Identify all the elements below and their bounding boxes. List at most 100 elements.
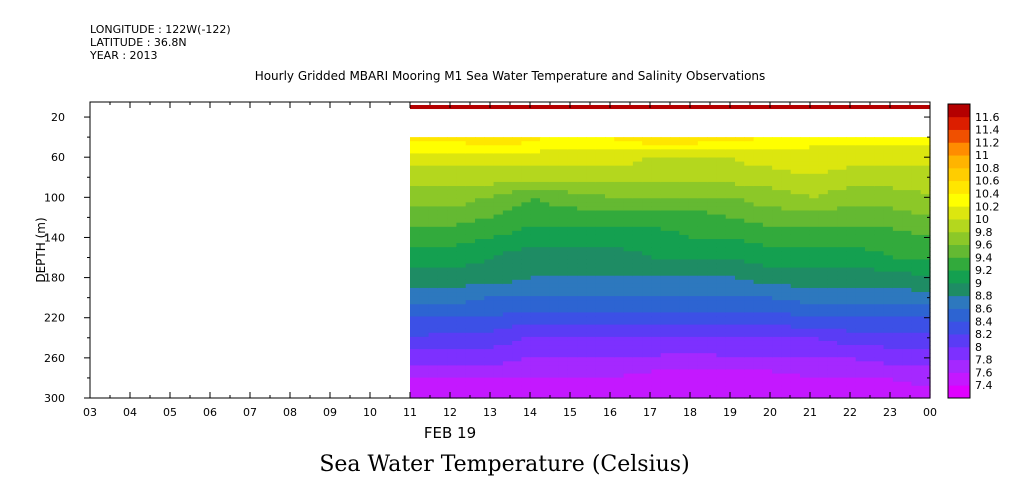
temperature-cell — [911, 161, 922, 167]
temperature-cell — [818, 267, 829, 273]
temperature-cell — [874, 304, 885, 309]
temperature-cell — [651, 157, 662, 163]
temperature-cell — [521, 349, 532, 354]
temperature-cell — [744, 365, 755, 371]
temperature-cell — [892, 373, 903, 379]
colorbar-label: 8.6 — [975, 303, 993, 316]
temperature-cell — [521, 161, 532, 167]
temperature-cell — [595, 324, 606, 330]
temperature-cell — [837, 218, 848, 224]
temperature-cell — [707, 169, 718, 175]
temperature-cell — [809, 345, 820, 350]
temperature-cell — [744, 145, 755, 150]
temperature-cell — [502, 206, 513, 212]
temperature-cell — [744, 345, 755, 350]
temperature-cell — [902, 381, 913, 387]
temperature-cell — [419, 271, 430, 277]
temperature-cell — [475, 210, 485, 216]
temperature-cell — [827, 328, 838, 334]
temperature-cell — [781, 181, 792, 187]
temperature-cell — [800, 287, 810, 293]
temperature-cell — [410, 279, 420, 285]
temperature-cell — [465, 336, 476, 342]
temperature-cell — [595, 296, 606, 301]
temperature-cell — [605, 137, 615, 142]
temperature-cell — [410, 243, 420, 248]
temperature-cell — [670, 296, 680, 301]
temperature-cell — [679, 296, 690, 301]
temperature-cell — [809, 186, 820, 191]
temperature-cell — [762, 377, 773, 383]
temperature-cell — [744, 349, 755, 354]
temperature-cell — [809, 149, 820, 155]
temperature-cell — [772, 393, 783, 399]
temperature-cell — [558, 157, 569, 163]
temperature-cell — [512, 300, 523, 305]
temperature-cell — [623, 324, 634, 330]
temperature-cell — [707, 361, 718, 366]
temperature-cell — [753, 190, 764, 195]
temperature-cell — [670, 275, 680, 281]
temperature-cell — [920, 239, 931, 244]
temperature-cell — [688, 206, 699, 212]
temperature-cell — [595, 239, 606, 244]
temperature-cell — [679, 194, 690, 199]
temperature-cell — [410, 210, 420, 216]
temperature-cell — [419, 365, 430, 371]
temperature-cell — [577, 369, 588, 375]
temperature-cell — [651, 137, 662, 142]
temperature-cell — [865, 369, 875, 375]
temperature-cell — [911, 328, 922, 334]
temperature-cell — [883, 275, 894, 281]
temperature-cell — [410, 263, 420, 269]
temperature-cell — [725, 145, 736, 150]
temperature-cell — [809, 389, 820, 395]
temperature-cell — [512, 137, 523, 142]
temperature-cell — [614, 234, 625, 240]
temperature-cell — [493, 381, 504, 387]
temperature-cell — [762, 357, 773, 362]
temperature-cell — [623, 300, 634, 305]
temperature-cell — [437, 259, 448, 265]
temperature-cell — [632, 194, 643, 199]
temperature-cell — [735, 198, 745, 203]
temperature-cell — [837, 287, 848, 293]
temperature-cell — [447, 267, 458, 273]
temperature-cell — [410, 169, 420, 175]
temperature-cell — [493, 145, 504, 150]
temperature-cell — [623, 357, 634, 362]
temperature-cell — [428, 194, 439, 199]
temperature-cell — [493, 296, 504, 301]
temperature-cell — [521, 194, 532, 199]
temperature-cell — [595, 169, 606, 175]
temperature-cell — [614, 385, 625, 391]
temperature-cell — [632, 202, 643, 208]
temperature-cell — [484, 275, 495, 281]
temperature-cell — [827, 389, 838, 395]
temperature-cell — [809, 393, 820, 399]
temperature-cell — [623, 161, 634, 167]
temperature-cell — [419, 328, 430, 334]
temperature-cell — [902, 259, 913, 265]
temperature-cell — [530, 328, 541, 334]
temperature-cell — [883, 243, 894, 248]
temperature-cell — [512, 279, 523, 285]
temperature-cell — [846, 239, 857, 244]
temperature-cell — [512, 141, 523, 146]
temperature-cell — [827, 202, 838, 208]
x-tick-label: 11 — [403, 406, 417, 419]
temperature-cell — [660, 161, 671, 167]
temperature-cell — [744, 373, 755, 379]
temperature-cell — [697, 316, 708, 322]
temperature-cell — [855, 267, 866, 273]
temperature-cell — [558, 316, 569, 322]
temperature-cell — [762, 324, 773, 330]
temperature-cell — [642, 279, 653, 285]
temperature-cell — [660, 308, 671, 313]
temperature-cell — [642, 345, 653, 350]
temperature-cell — [725, 332, 736, 338]
temperature-cell — [428, 373, 439, 379]
temperature-cell — [558, 340, 569, 346]
temperature-cell — [902, 283, 913, 289]
temperature-cell — [781, 214, 792, 220]
